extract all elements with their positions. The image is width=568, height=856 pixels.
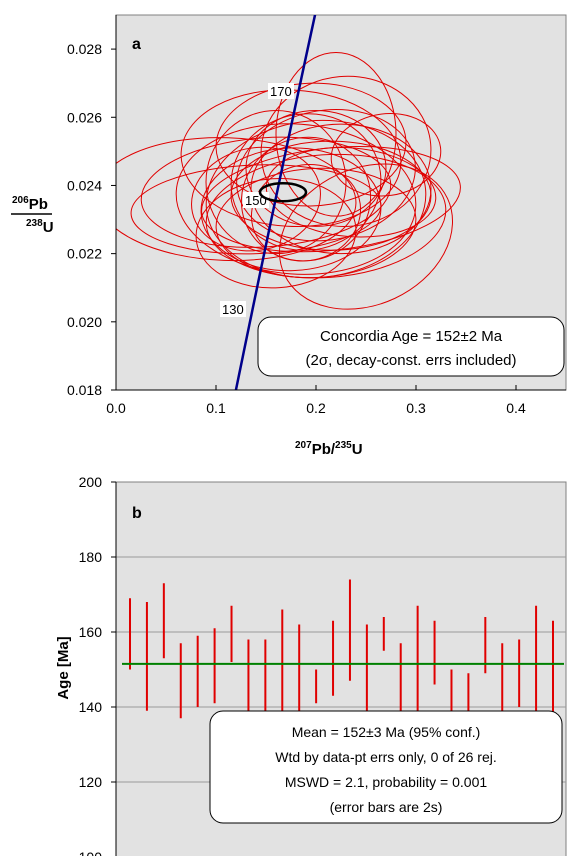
- data-ellipse: [330, 113, 442, 197]
- concordia-curve: [234, 15, 317, 390]
- concordia-age-ellipse: [258, 182, 308, 203]
- ellipses-a: [116, 51, 461, 310]
- data-ellipse: [275, 51, 397, 217]
- panel-label-a: a: [132, 36, 141, 53]
- y-tick-label-b: 180: [79, 549, 103, 565]
- data-ellipse: [130, 164, 382, 255]
- svg-text:238U: 238U: [26, 218, 54, 236]
- panel-b: 200 180 160 140 120 100 b Age [Ma] Mean = 152…: [55, 474, 567, 856]
- y-tick-label-a: 0.018: [67, 382, 102, 398]
- data-ellipse: [245, 109, 387, 227]
- mean-age-box: Mean = 152±3 Ma (95% conf.) Wtd by data-…: [209, 710, 563, 824]
- mean-age-line-2: Wtd by data-pt errs only, 0 of 26 rej.: [275, 749, 497, 765]
- y-tick-label-a: 0.024: [67, 177, 102, 193]
- y-tick-label-a: 0.022: [67, 246, 102, 262]
- mean-age-line-1: Mean = 152±3 Ma (95% conf.): [292, 724, 481, 740]
- age-label-170: 170: [270, 84, 292, 99]
- y-tick-label-a: 0.026: [67, 109, 102, 125]
- mean-age-line-4: (error bars are 2s): [330, 799, 443, 815]
- panel-a: 0.0 0.1 0.2 0.3 0.4 0.018 0.020 0.022 0.024 0.02…: [11, 14, 567, 458]
- y-tick-label-a: 0.028: [67, 41, 102, 57]
- x-tick-label-a: 0.0: [106, 400, 126, 416]
- y-axis-label-b: Age [Ma]: [55, 636, 72, 699]
- data-ellipse: [195, 177, 357, 289]
- data-ellipse: [278, 163, 454, 310]
- data-ellipse: [205, 109, 347, 255]
- x-axis-label-a: 207Pb/235U: [295, 440, 363, 458]
- concordia-age-text: Concordia Age = 152±2 Ma: [320, 328, 503, 345]
- x-ticks-a: 0.0 0.1 0.2 0.3 0.4: [106, 385, 526, 416]
- mean-age-line-3: MSWD = 2.1, probability = 0.001: [285, 774, 488, 790]
- concordia-age-box: Concordia Age = 152±2 Ma (2σ, decay-cons…: [257, 316, 565, 377]
- x-tick-label-a: 0.1: [206, 400, 226, 416]
- y-tick-label-b: 160: [79, 624, 103, 640]
- x-tick-label-a: 0.4: [506, 400, 526, 416]
- data-ellipse: [240, 136, 372, 262]
- age-label-bg-170: [268, 83, 294, 99]
- data-ellipse: [205, 119, 427, 279]
- y-ticks-a: 0.018 0.020 0.022 0.024 0.026 0.028: [67, 41, 116, 398]
- concordia-line: [234, 15, 317, 390]
- data-ellipse: [250, 123, 432, 255]
- y-tick-label-b: 200: [79, 474, 103, 490]
- y-axis-label-a: 206Pb 238U: [11, 195, 54, 236]
- data-ellipse: [116, 137, 357, 262]
- x-tick-label-a: 0.2: [306, 400, 326, 416]
- data-ellipse: [175, 123, 417, 275]
- y-tick-label-b: 120: [79, 774, 103, 790]
- y-tick-label-a: 0.020: [67, 314, 102, 330]
- panel-label-b: b: [132, 505, 142, 522]
- concordia-age-subtext: (2σ, decay-const. errs included): [305, 352, 516, 369]
- age-label-bg-130: [220, 301, 246, 317]
- age-label-130: 130: [222, 302, 244, 317]
- mean-ellipse: [258, 182, 308, 203]
- y-ticks-b: 200 180 160 140 120 100: [79, 474, 116, 856]
- data-ellipse: [215, 82, 407, 207]
- data-ellipse: [205, 153, 447, 279]
- age-label-150: 150: [245, 193, 267, 208]
- svg-text:206Pb: 206Pb: [12, 195, 48, 213]
- y-tick-label-b: 140: [79, 699, 103, 715]
- y-tick-label-b: 100: [79, 849, 103, 856]
- x-tick-label-a: 0.3: [406, 400, 426, 416]
